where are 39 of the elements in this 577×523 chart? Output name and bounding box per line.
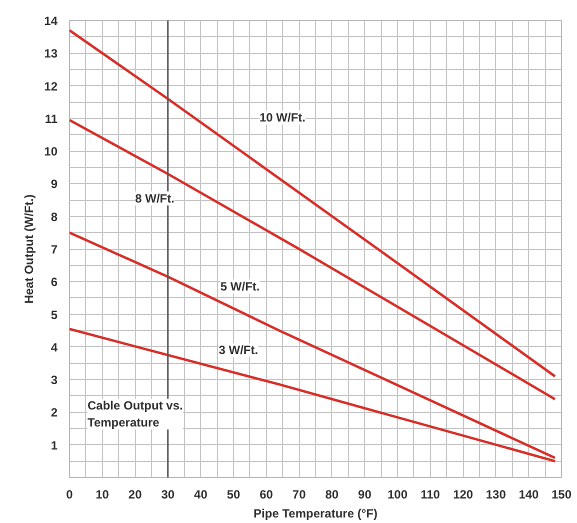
y-tick-label: 12 [44,79,58,94]
x-tick-label: 140 [518,488,540,502]
line-series [70,29,556,378]
x-tick-label: 90 [358,488,372,502]
y-tick-label: 2 [50,406,58,420]
y-tick-label: 14 [44,14,58,28]
x-axis-title: Pipe Temperature (°F) [254,506,378,520]
text: Cable Output vs. Temperature [88,398,183,430]
y-tick-label: 9 [50,177,58,192]
x-tick-label: 120 [453,488,474,502]
line-series [70,231,556,460]
x-tick-label: 0 [66,488,74,502]
x-tick-label: 20 [128,488,142,502]
y-tick-label: 11 [44,112,58,126]
y-tick-label: 5 [50,308,58,322]
x-tick-label: 100 [387,488,408,502]
y-axis-title: Heat Output (W/Ft.) [22,194,36,304]
y-tick-label: 1 [50,438,58,452]
y-tick-label: 13 [44,46,58,61]
y-tick-label: 10 [44,144,58,159]
annotation: 10 W/Ft. [260,110,306,124]
x-tick-label: 30 [161,488,175,502]
y-tick-label: 4 [50,340,58,354]
x-tick-label: 130 [486,488,506,502]
x-tick-label: 110 [420,488,440,502]
annotation: 3 W/Ft. [218,343,258,358]
x-tick-label: 40 [194,488,208,502]
x-tick-label: 80 [325,488,339,502]
y-tick-label: 3 [50,373,58,388]
x-tick-label: 60 [260,488,274,502]
y-tick-label: 6 [50,275,58,290]
y-tick-label: 8 [50,210,58,224]
y-tick-label: 7 [50,242,58,256]
annotation: 5 W/Ft. [220,280,260,294]
annotation: 8 W/Ft. [135,191,174,206]
x-tick-label: 150 [551,488,572,502]
x-tick-label: 70 [292,488,306,502]
x-tick-label: 10 [96,488,110,502]
x-tick-label: 50 [226,488,240,502]
